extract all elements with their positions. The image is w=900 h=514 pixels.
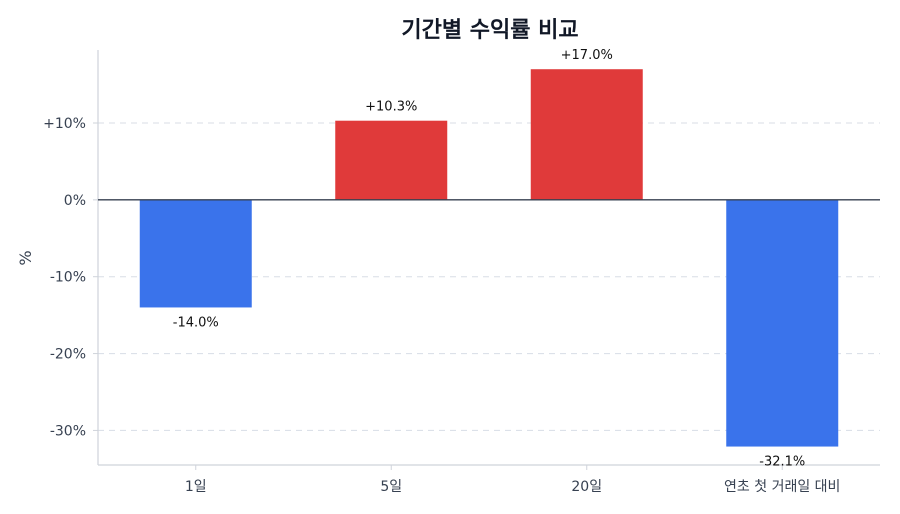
y-tick-label: 0%: [64, 193, 86, 209]
y-tick-label: +10%: [43, 116, 86, 132]
axes: [93, 50, 880, 470]
data-label: +17.0%: [561, 48, 613, 63]
x-tick-label: 20일: [571, 479, 602, 495]
data-label: +10.3%: [365, 100, 417, 115]
y-tick-label: -20%: [50, 347, 86, 363]
x-tick-label: 연초 첫 거래일 대비: [724, 479, 840, 495]
labels: +10% 0% -10% -20% -30% -14.0% 1일 +10.3% 5일 +17.0%…: [43, 48, 840, 495]
y-tick-label: -30%: [50, 423, 86, 439]
x-tick-label: 1일: [185, 479, 207, 495]
data-label: -32.1%: [759, 455, 805, 470]
bars: [139, 69, 839, 447]
bar: [335, 120, 448, 200]
chart-title: 기간별 수익률 비교: [401, 18, 579, 43]
y-axis-title: %: [16, 250, 35, 265]
x-tick-label: 5일: [380, 479, 402, 495]
bar: [139, 199, 252, 308]
bar: [726, 199, 839, 447]
data-label: -14.0%: [173, 315, 219, 330]
bar: [530, 69, 643, 200]
y-tick-label: -10%: [50, 270, 86, 286]
